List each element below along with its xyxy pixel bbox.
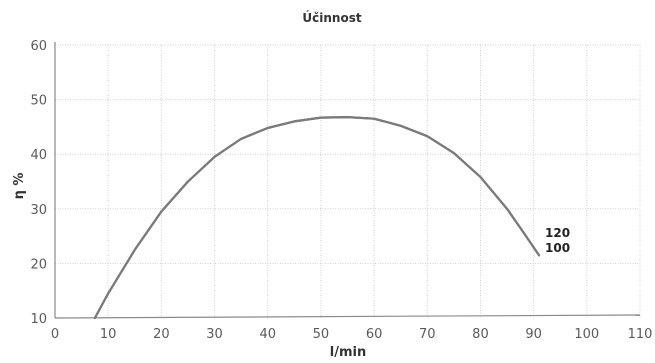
- x-tick-label: 40: [259, 327, 276, 342]
- y-tick-label: 60: [30, 39, 47, 54]
- x-tick-label: 110: [628, 327, 653, 342]
- y-tick-label: 20: [30, 257, 47, 272]
- y-tick-label: 50: [30, 94, 47, 109]
- x-tick-label: 90: [525, 327, 542, 342]
- chart-title: Účinnost: [302, 10, 361, 25]
- x-tick-label: 50: [313, 327, 330, 342]
- x-axis-title: l/min: [330, 345, 366, 360]
- plot-frame: [54, 42, 641, 319]
- series-line-100: [93, 115, 541, 320]
- x-tick-label: 10: [100, 327, 117, 342]
- series-label-100: 100: [545, 241, 570, 255]
- grid: [55, 44, 641, 318]
- series-label-120: 120: [545, 226, 570, 240]
- y-tick-label: 30: [30, 203, 47, 218]
- y-axis-title: η %: [12, 173, 27, 200]
- x-tick-label: 0: [51, 327, 59, 342]
- x-axis-ticks: 0 10 20 30 40 50 60 70 80 90 100 110: [51, 327, 653, 342]
- x-tick-label: 30: [206, 327, 223, 342]
- x-tick-label: 70: [419, 327, 436, 342]
- x-tick-label: 60: [366, 327, 383, 342]
- x-axis-line: [54, 314, 641, 319]
- y-tick-label: 40: [30, 148, 47, 163]
- y-tick-label: 10: [30, 312, 47, 327]
- x-tick-label: 80: [472, 327, 489, 342]
- x-tick-label: 20: [153, 327, 170, 342]
- y-axis-ticks: 10 20 30 40 50 60: [30, 39, 47, 327]
- x-tick-label: 100: [574, 327, 599, 342]
- series: [93, 115, 541, 320]
